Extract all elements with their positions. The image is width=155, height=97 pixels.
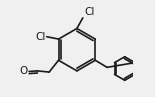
Text: Cl: Cl: [84, 7, 94, 17]
Text: Cl: Cl: [35, 32, 46, 42]
Text: O: O: [20, 66, 28, 76]
